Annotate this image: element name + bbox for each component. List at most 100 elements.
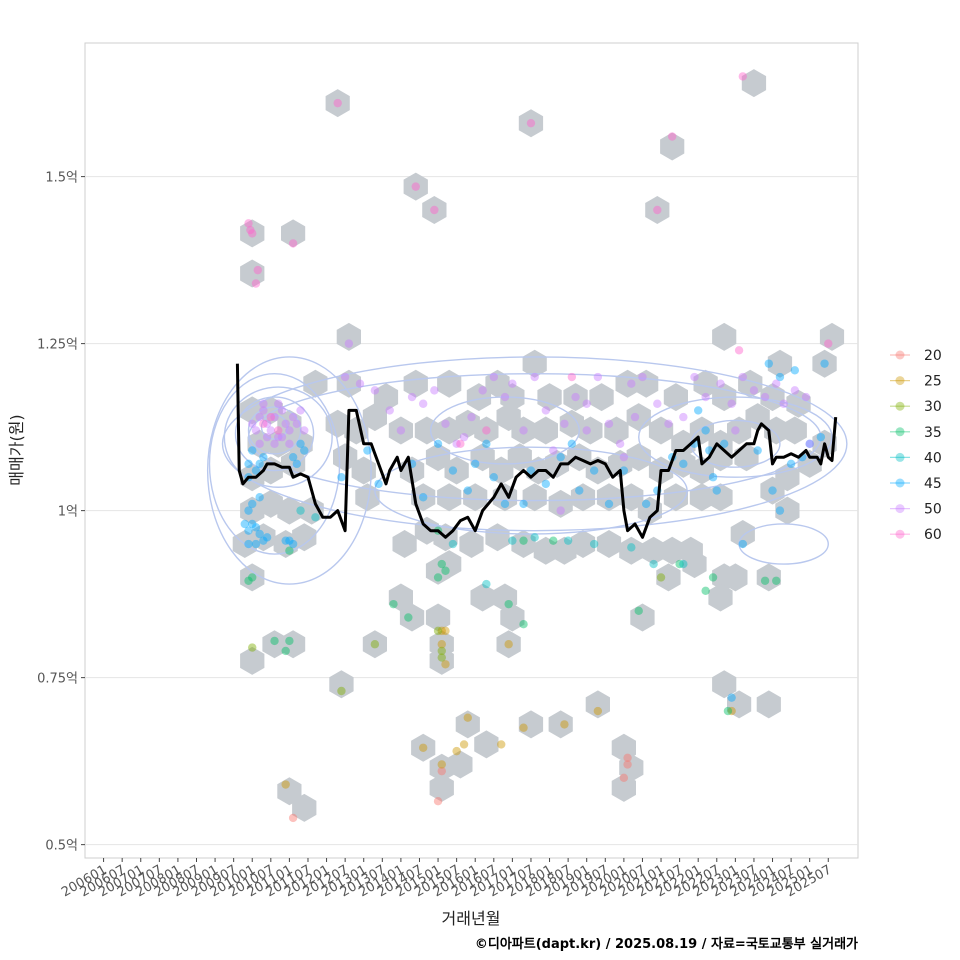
hexbin-cell [563,383,588,412]
scatter-point-20 [623,753,632,762]
hexbin-cell [240,563,265,592]
y-tick-label: 1.5억 [45,171,78,186]
scatter-point-60 [248,229,257,238]
hexbin-cell [262,630,287,659]
scatter-point-20 [619,773,629,783]
y-tick-label: 0.5억 [45,839,78,854]
legend-key-dot [895,376,905,386]
hexbin-cell [240,496,265,525]
hexbin-cell [437,416,462,445]
scatter-point-20 [433,797,443,806]
hexbin-cell [548,710,573,739]
legend-key-dot [895,350,905,360]
legend-label: 30 [924,399,942,415]
scatter-point-50 [441,419,450,428]
density-contour [206,356,372,585]
scatter-point-45 [556,452,565,462]
density-contour [374,446,688,535]
hexbin-cell [373,383,399,412]
hexbin-cell [429,753,454,782]
legend-label: 20 [924,348,942,364]
scatter-point-45 [567,439,577,449]
scatter-point-35 [760,576,770,585]
hexbin-cell [738,369,763,398]
scatter-point-45 [255,529,264,539]
scatter-point-60 [411,182,420,191]
scatter-point-25 [452,746,461,756]
scatter-point-50 [489,372,498,382]
scatter-point-45 [255,493,264,502]
scatter-point-50 [467,412,476,422]
scatter-point-50 [344,339,354,348]
scatter-point-45 [259,536,268,545]
legend-key-dot [895,504,905,514]
hexbin-cell [329,670,354,699]
scatter-point-45 [285,536,294,545]
density-contour [208,372,341,555]
scatter-point-60 [244,219,253,228]
source-caption: ©디아파트(dapt.kr) / 2025.08.19 / 자료=국토교통부 실… [475,936,858,952]
scatter-point-60 [482,426,491,435]
hexbin-cell [240,259,265,288]
hexbin-cell [634,369,659,398]
scatter-point-45 [519,499,528,509]
scatter-point-60 [653,205,662,215]
scatter-point-60 [253,265,263,275]
scatter-point-25 [497,740,506,749]
scatter-point-50 [285,439,294,449]
scatter-point-60 [266,412,276,422]
hexbin-cell [455,710,480,739]
hexbin-cell [325,89,350,118]
hexbin-cell [533,416,558,445]
median-line-layer [235,363,838,539]
scatter-point-60 [738,72,747,81]
hexbin-cell [388,583,413,612]
scatter-point-60 [734,346,744,355]
scatter-point-45 [764,359,774,368]
scatter-point-25 [418,743,428,752]
hexbin-cell [611,773,636,802]
hexbin-cell [411,733,436,762]
scatter-point-45 [775,372,785,382]
hexbin-cell [596,483,622,512]
legend-label: 45 [924,476,942,492]
hexbin-cell [660,536,685,565]
density-contour [738,523,829,565]
scatter-point-20 [623,760,632,769]
scatter-point-50 [749,386,759,395]
scatter-point-50 [630,412,640,422]
scatter-point-25 [441,660,450,669]
scatter-point-20 [288,813,298,823]
scatter-point-60 [667,132,677,141]
scatter-point-50 [731,426,740,435]
scatter-point-50 [277,406,287,415]
hexbin-cell [292,793,317,822]
scatter-point-35 [519,536,528,545]
scatter-point-50 [262,432,272,442]
hexbin-cell [656,563,681,592]
hexbin-cell [604,416,629,445]
hexbin-cell [474,730,499,759]
hexbin-cell [362,630,387,659]
scatter-point-45 [693,406,703,415]
density-contour [429,396,580,465]
scatter-point-45 [244,506,253,515]
scatter-point-45 [255,459,264,469]
density-contour [234,396,315,472]
scatter-point-45 [500,499,510,509]
hexbin-cell [812,349,837,378]
hexbin-cell [292,523,317,552]
scatter-point-45 [244,526,253,535]
scatter-point-45 [251,523,261,532]
hexbin-cell [500,603,525,632]
hexbin-cell [767,349,793,378]
scatter-point-50 [582,399,591,408]
scatter-point-45 [240,519,250,529]
scatter-point-50 [255,439,264,449]
scatter-point-50 [738,372,747,382]
scatter-point-25 [437,626,446,636]
scatter-point-50 [556,506,565,515]
scatter-point-45 [463,486,472,495]
scatter-point-60 [259,419,268,428]
scatter-point-25 [437,640,446,649]
